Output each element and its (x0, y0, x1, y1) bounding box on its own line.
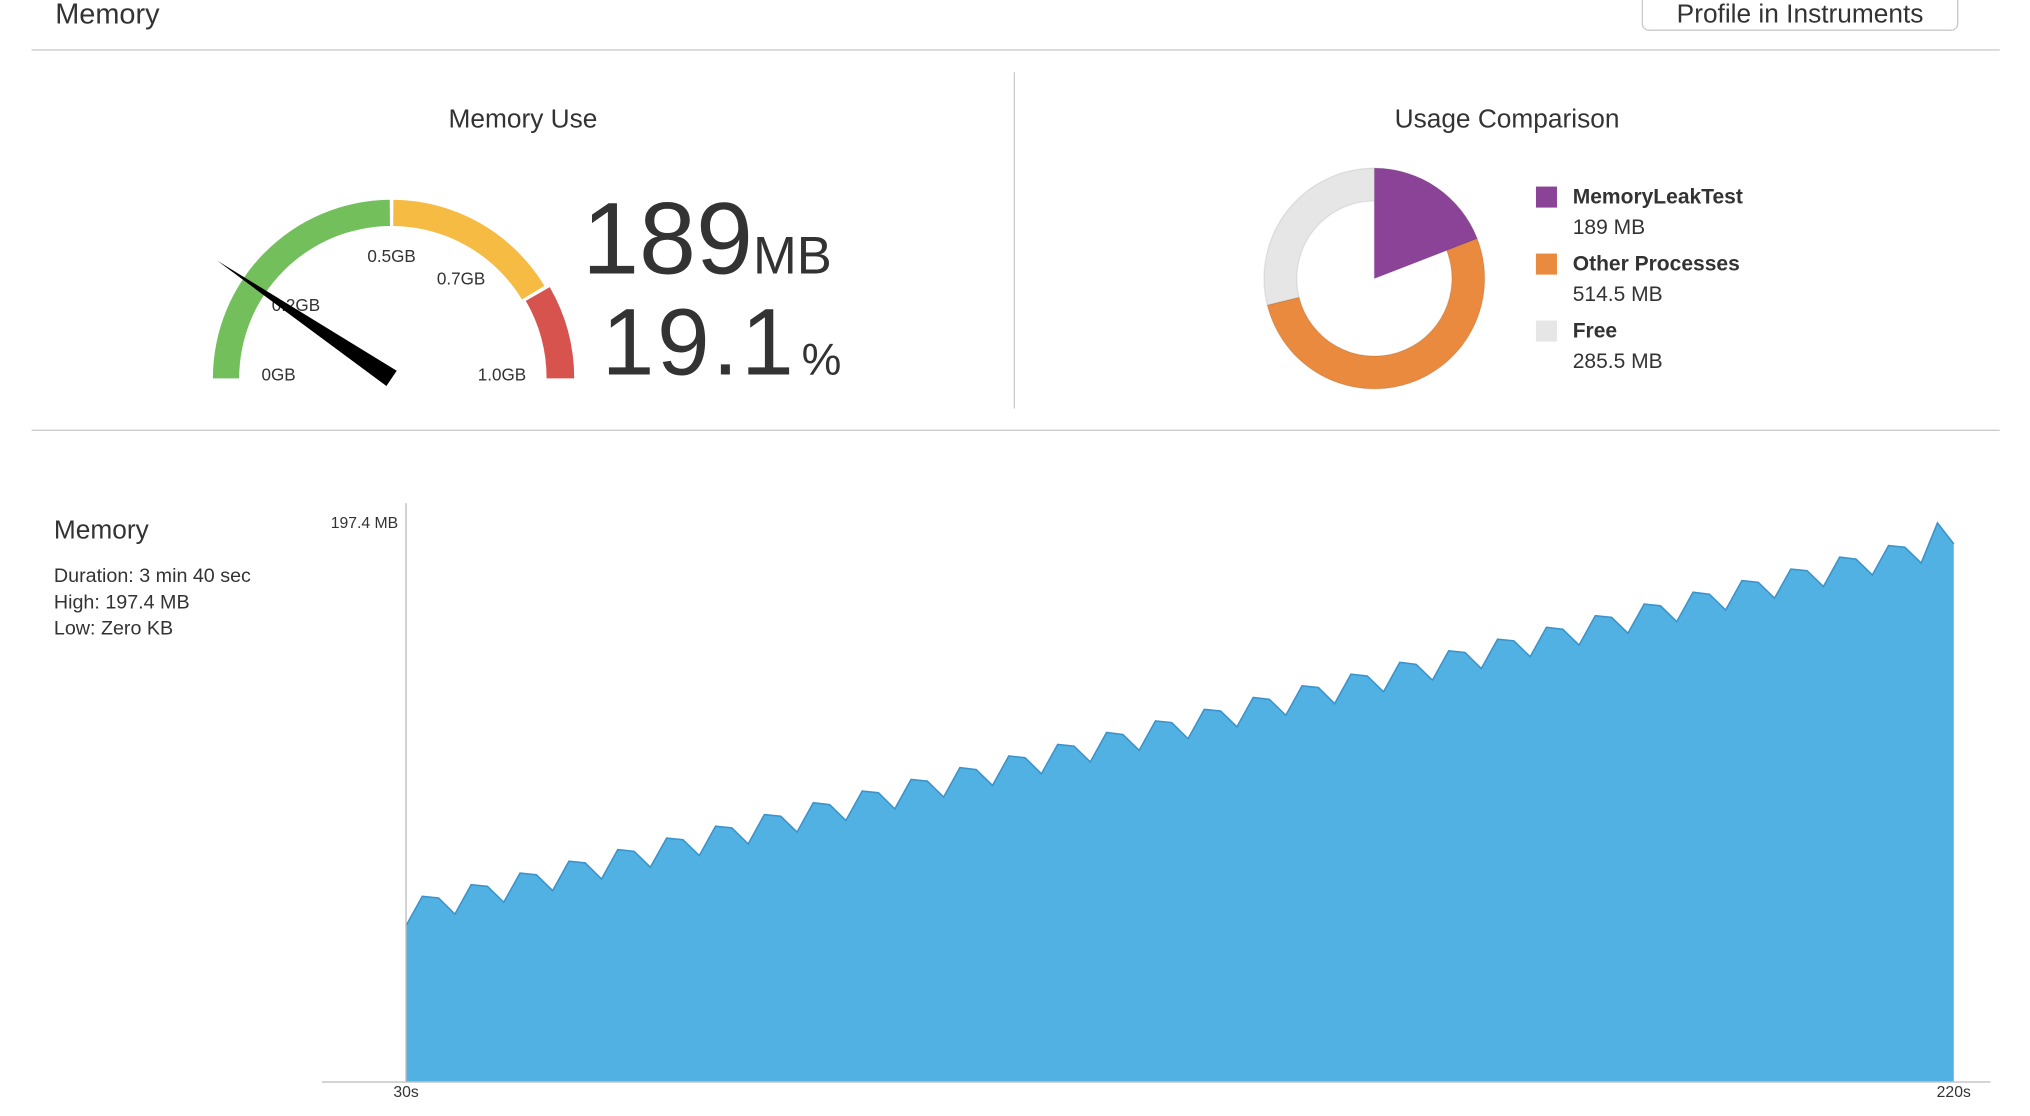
memory-percent: 19.1% (602, 289, 842, 395)
panel-title: Usage Comparison (1395, 103, 1620, 133)
legend-swatch (1535, 186, 1557, 208)
donut (1263, 167, 1486, 390)
gauge-band (212, 199, 390, 379)
chart-detail: Duration: 3 min 40 sec (54, 565, 251, 587)
x-tick-label: 30s (393, 1084, 419, 1101)
legend-swatch (1535, 320, 1557, 342)
chart-detail: Low: Zero KB (54, 618, 173, 640)
gauge-needle (217, 260, 397, 387)
gauge: 0GB 0.2GB 0.5GB 0.7GB 1.0GB (212, 199, 575, 387)
button-frame[interactable] (1641, 0, 1959, 31)
gauge-tick-label: 0.5GB (367, 247, 415, 266)
chart-title: Memory (54, 515, 150, 545)
gauge-tick-label: 0.7GB (437, 270, 485, 289)
memory-number: 189 (582, 180, 753, 295)
legend-value: 285.5 MB (1573, 350, 1663, 373)
area-line (405, 521, 1955, 927)
gauge-tick-label: 1.0GB (478, 365, 526, 384)
legend-swatch (1535, 253, 1557, 275)
percent-number: 19.1 (602, 289, 797, 395)
donut-slice (1266, 237, 1486, 390)
legend-name: MemoryLeakTest (1573, 186, 1743, 209)
gauge-band (525, 287, 575, 379)
donut-slice (1373, 167, 1479, 280)
memory-value: 189MB (582, 180, 832, 295)
button-label[interactable]: Profile in Instruments (1677, 0, 1924, 28)
legend-name: Other Processes (1573, 253, 1740, 276)
percent-unit: % (802, 335, 842, 384)
legend-value: 189 MB (1573, 216, 1645, 239)
page-title: Memory (55, 0, 160, 31)
legend-name: Free (1573, 320, 1617, 343)
memory-unit: MB (753, 226, 832, 285)
donut-slice (1263, 167, 1375, 306)
panel-title: Memory Use (449, 103, 598, 133)
area-fill (406, 522, 1954, 1082)
x-tick-label: 220s (1937, 1084, 1971, 1101)
legend-value: 514.5 MB (1573, 283, 1663, 306)
legend: MemoryLeakTest 189 MB Other Processes 514.5… (1535, 186, 1743, 373)
profile-button[interactable]: Profile in Instruments (1641, 0, 1959, 31)
memory-chart: 197.4 MB 30s 220s (321, 503, 1991, 1101)
chart-detail: High: 197.4 MB (54, 591, 190, 613)
gauge-tick-label: 0.2GB (272, 296, 320, 315)
y-tick-label: 197.4 MB (331, 515, 398, 532)
gauge-band (393, 199, 545, 300)
chart-details: Duration: 3 min 40 sec High: 197.4 MB Low:… (54, 565, 251, 640)
gauge-tick-label: 0GB (261, 365, 295, 384)
